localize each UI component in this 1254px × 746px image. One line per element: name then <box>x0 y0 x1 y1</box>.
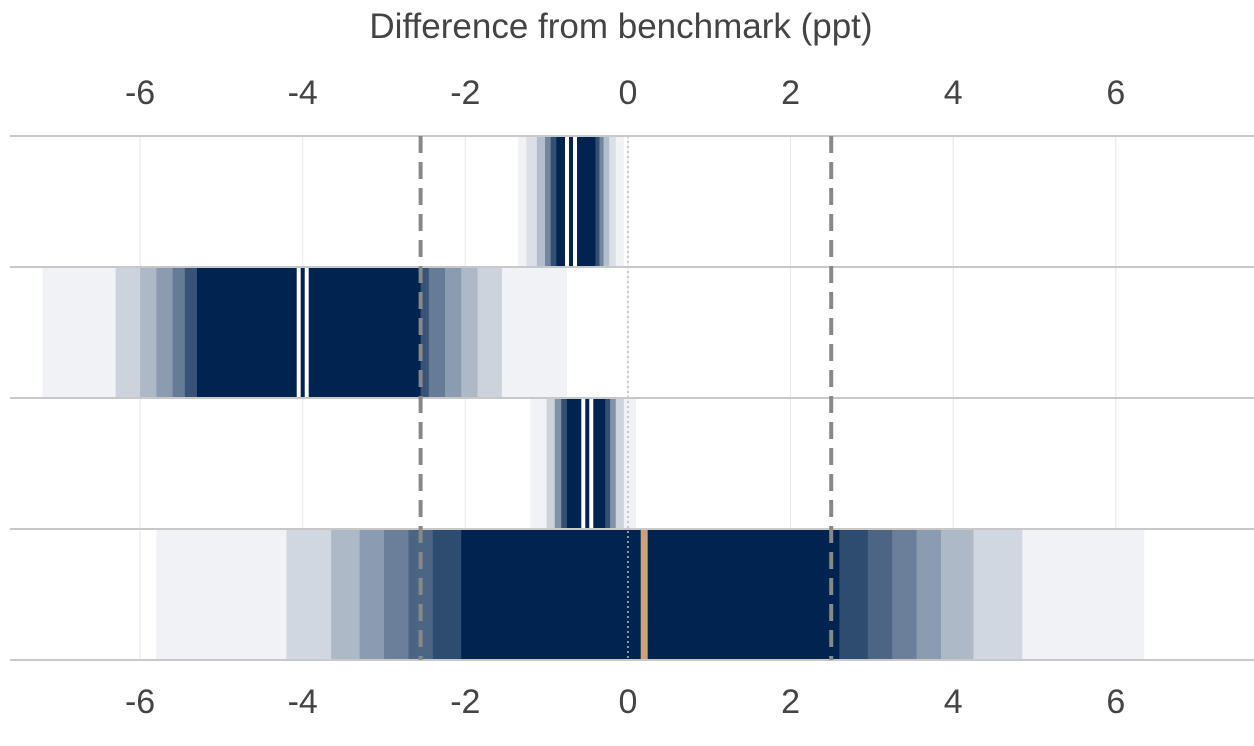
row-1 <box>518 137 624 266</box>
bottom-tick-label-4: 2 <box>781 683 800 721</box>
bottom-tick-label-6: 6 <box>1106 683 1125 721</box>
top-tick-label-3: 0 <box>618 74 637 112</box>
bottom-tick-labels: -6 -4 -2 0 2 4 6 <box>125 683 1125 721</box>
row-3-estimate-core <box>585 399 590 528</box>
bottom-tick-label-1: -4 <box>288 683 318 721</box>
top-tick-labels: -6 -4 -2 0 2 4 6 <box>125 74 1125 112</box>
row-2 <box>42 268 567 397</box>
top-tick-label-0: -6 <box>125 74 155 112</box>
top-tick-label-4: 2 <box>781 74 800 112</box>
bottom-tick-label-5: 4 <box>944 683 963 721</box>
row-2-band-7 <box>197 268 421 397</box>
data-rows <box>42 136 1145 660</box>
x-axis-title: Difference from benchmark (ppt) <box>369 7 872 46</box>
row-4-band-8 <box>461 530 840 659</box>
row-4 <box>156 530 1145 659</box>
bottom-tick-label-3: 0 <box>618 683 637 721</box>
row-2-estimate-core <box>300 268 305 397</box>
bottom-tick-label-0: -6 <box>125 683 155 721</box>
top-tick-label-1: -4 <box>288 74 318 112</box>
row-borders <box>10 135 1254 661</box>
top-tick-label-5: 4 <box>944 74 963 112</box>
row-3 <box>530 399 637 528</box>
bottom-tick-label-2: -2 <box>450 683 480 721</box>
top-tick-label-2: -2 <box>450 74 480 112</box>
reference-lines <box>418 136 834 660</box>
row-1-estimate-core <box>569 137 574 266</box>
top-tick-label-6: 6 <box>1106 74 1125 112</box>
row-4-estimate <box>640 530 648 659</box>
